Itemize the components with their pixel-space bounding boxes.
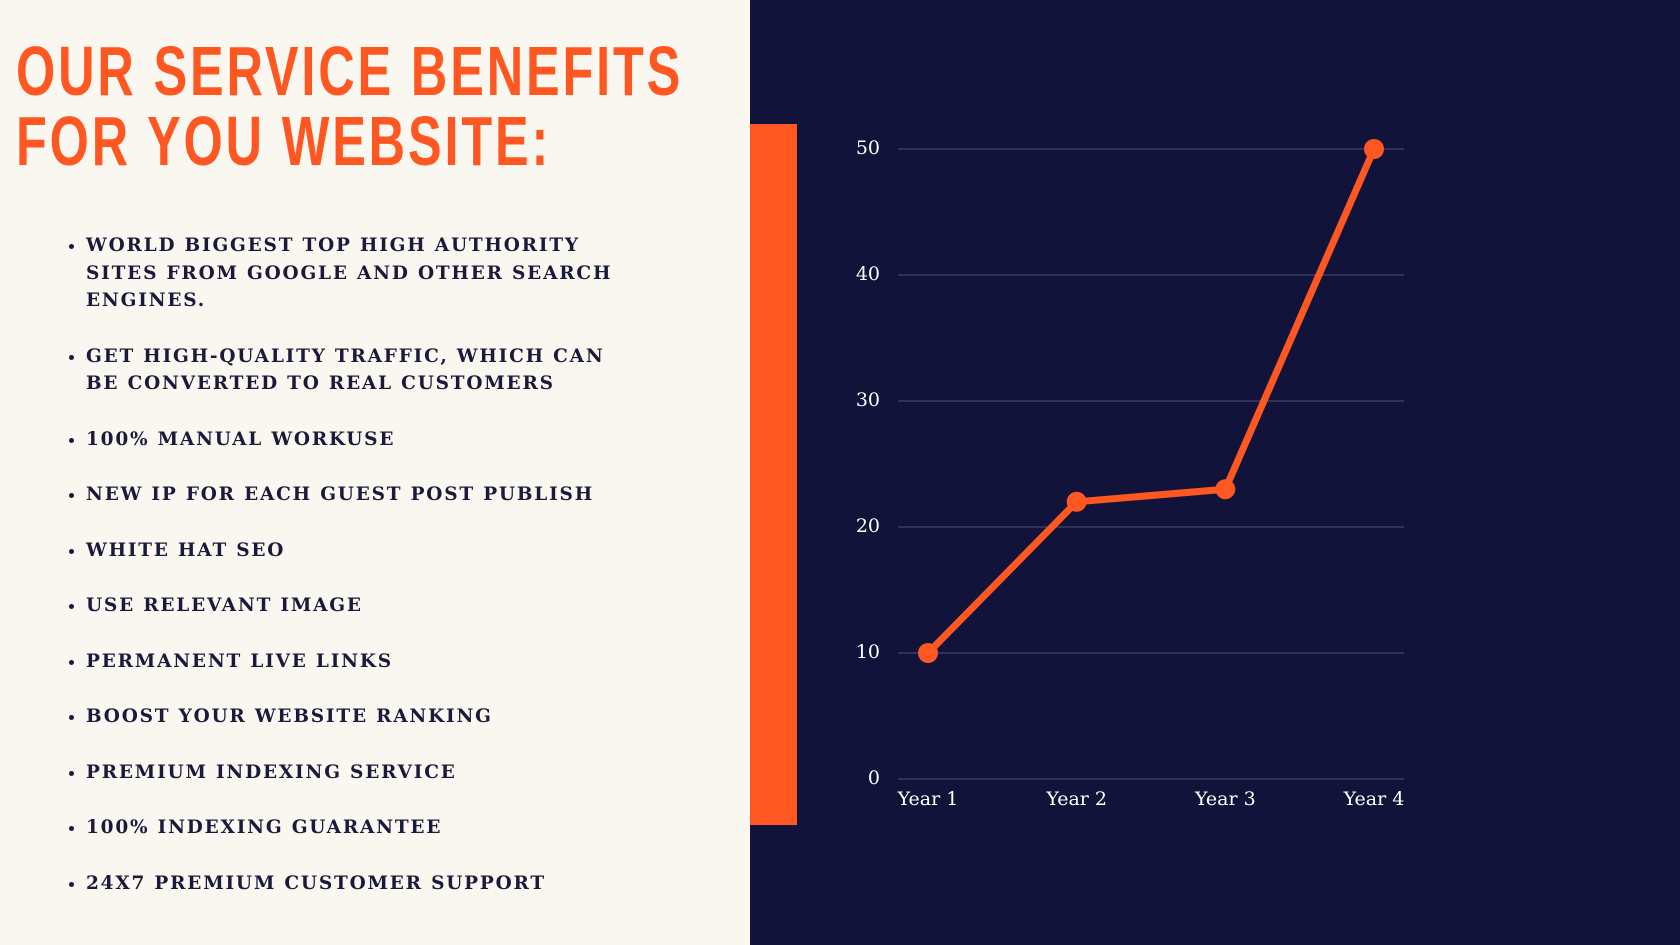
benefit-item: WORLD BIGGEST TOP HIGH AUTHORITY SITES F… [86,232,646,315]
heading-line: FOR YOU WEBSITE: [16,102,552,180]
benefit-item: PERMANENT LIVE LINKS [86,648,646,676]
benefit-item: WHITE HAT SEO [86,537,646,565]
x-tick-label: Year 4 [1343,788,1405,810]
benefit-item: GET HIGH-QUALITY TRAFFIC, WHICH CAN BE C… [86,343,646,398]
y-tick-label: 0 [868,767,880,789]
point [1215,479,1236,500]
heading-line: OUR SERVICE BENEFITS [16,32,684,110]
point [918,643,938,663]
point [1364,139,1384,159]
x-tick-label: Year 3 [1194,788,1256,810]
x-tick-label: Year 2 [1045,788,1107,810]
accent-bar [750,124,797,825]
benefit-item: 24X7 PREMIUM CUSTOMER SUPPORT [86,870,646,898]
benefit-item: 100% MANUAL WORKUSE [86,426,646,454]
benefit-list: WORLD BIGGEST TOP HIGH AUTHORITY SITES F… [66,232,646,925]
y-tick-label: 30 [856,389,880,411]
benefit-item: BOOST YOUR WEBSITE RANKING [86,703,646,731]
y-tick-label: 40 [856,263,880,285]
x-tick-label: Year 1 [897,788,959,810]
chart: 0 10 20 30 40 50 Year 1 Year 2 Year 3 Year 4 [856,137,1405,810]
benefit-item: NEW IP FOR EACH GUEST POST PUBLISH [86,481,646,509]
heading: OUR SERVICE BENEFITS FOR YOU WEBSITE: [16,36,683,176]
benefit-item: 100% INDEXING GUARANTEE [86,814,646,842]
benefit-item: USE RELEVANT IMAGE [86,592,646,620]
y-tick-label: 20 [856,515,880,537]
left-panel: OUR SERVICE BENEFITS FOR YOU WEBSITE: WO… [0,0,750,945]
benefit-item: PREMIUM INDEXING SERVICE [86,759,646,787]
y-tick-label: 10 [856,641,880,663]
point [1066,491,1087,512]
line [925,147,1378,656]
y-tick-label: 50 [856,137,880,159]
